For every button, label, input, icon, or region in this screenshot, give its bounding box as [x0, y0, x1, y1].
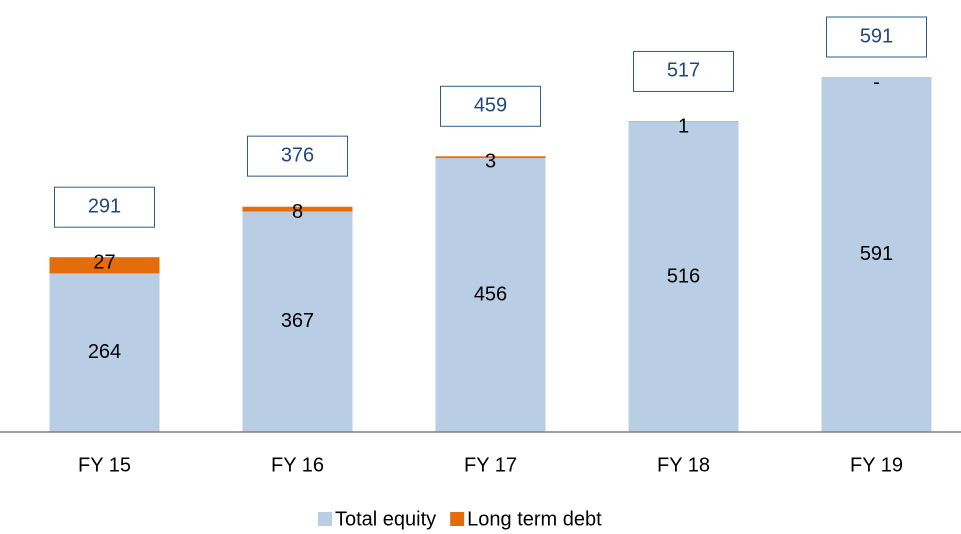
bar-segment — [435, 158, 546, 432]
total-label: 591 — [860, 25, 893, 47]
x-tick-label: FY 19 — [850, 454, 903, 476]
bar-segment — [242, 206, 353, 212]
value-label: 591 — [860, 243, 893, 265]
value-label: 3 — [485, 151, 496, 173]
bar-segment — [628, 121, 739, 123]
value-label: 367 — [281, 310, 314, 332]
total-box — [54, 186, 155, 228]
value-label: 516 — [667, 265, 700, 287]
total-label: 291 — [88, 195, 121, 217]
total-label: 459 — [474, 95, 507, 117]
bar-segment — [628, 122, 739, 433]
legend-swatch — [318, 512, 332, 526]
x-tick-label: FY 18 — [657, 454, 710, 476]
total-label: 376 — [281, 144, 314, 166]
x-tick-label: FY 15 — [78, 454, 131, 476]
legend-label: Long term debt — [467, 508, 602, 530]
value-label: 8 — [292, 201, 303, 223]
legend-swatch — [450, 512, 465, 526]
value-label: 456 — [474, 283, 507, 305]
x-tick-label: FY 16 — [271, 454, 324, 476]
total-box — [826, 16, 927, 58]
total-box — [633, 50, 734, 92]
legend-label: Total equity — [335, 508, 436, 530]
bar-segment — [49, 257, 160, 274]
total-box — [247, 135, 348, 177]
total-box — [440, 85, 541, 127]
total-label: 517 — [667, 60, 700, 82]
bar-segment — [242, 211, 353, 432]
bar-segment — [49, 273, 160, 432]
value-label: 1 — [678, 116, 689, 138]
bar-segment — [821, 77, 932, 432]
value-label: 264 — [88, 341, 121, 363]
bar-segment — [435, 156, 546, 159]
x-tick-label: FY 17 — [464, 454, 517, 476]
value-label: - — [873, 71, 880, 93]
value-label: 27 — [93, 251, 115, 273]
